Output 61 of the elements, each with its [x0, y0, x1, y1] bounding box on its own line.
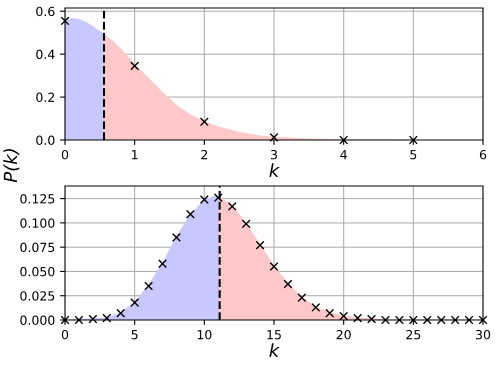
point [60, 16, 70, 26]
point [256, 240, 265, 250]
y-tick-label: 0.050 [20, 266, 54, 276]
point [102, 314, 112, 323]
x-axis-title: k [269, 163, 280, 177]
point [130, 298, 140, 308]
point [130, 61, 140, 70]
y-tick-label: 0.4 [36, 50, 55, 60]
x-axis-title: k [269, 343, 280, 357]
y-tick-label: 0.125 [20, 194, 54, 204]
x-tick-label: 5 [410, 150, 416, 160]
point [200, 195, 209, 204]
x-tick-label: 10 [198, 330, 212, 340]
point [311, 302, 320, 312]
point [74, 316, 84, 324]
point [408, 136, 418, 144]
point [380, 316, 390, 324]
x-tick-label: 30 [476, 330, 490, 340]
x-tick-label: 3 [270, 150, 277, 160]
y-tick-label: 0.0 [36, 135, 54, 145]
point [242, 219, 251, 228]
point [450, 316, 460, 324]
x-tick-label: 5 [132, 330, 138, 340]
point [186, 210, 195, 219]
point [200, 117, 209, 126]
y-tick-label: 0.100 [20, 218, 54, 228]
x-tick-label: 2 [201, 150, 208, 160]
y-tick-label: 0.025 [20, 291, 54, 301]
point [408, 316, 418, 324]
y-tick-label: 0.6 [36, 6, 54, 16]
point [436, 316, 446, 324]
point [464, 316, 474, 324]
point [270, 132, 278, 142]
point [270, 262, 278, 272]
point [172, 232, 181, 242]
point [297, 293, 306, 302]
point [283, 280, 292, 289]
x-tick-label: 6 [480, 150, 486, 160]
y-axis-title: P(k) [3, 149, 20, 182]
y-tick-label: 0.000 [20, 315, 54, 325]
point [228, 202, 237, 211]
x-tick-label: 0 [62, 330, 68, 340]
point [325, 308, 334, 318]
point [158, 259, 168, 268]
point [214, 193, 223, 202]
x-tick-label: 1 [132, 150, 138, 160]
point [422, 316, 432, 324]
y-tick-label: 0.2 [36, 92, 54, 102]
y-tick-label: 0.075 [20, 242, 54, 252]
x-tick-label: 20 [336, 330, 351, 340]
point [144, 282, 154, 291]
x-tick-label: 4 [340, 150, 347, 160]
point [353, 314, 362, 323]
point [116, 308, 126, 318]
point [367, 314, 376, 324]
x-tick-label: 15 [267, 330, 281, 340]
point [88, 314, 98, 324]
x-tick-label: 0 [62, 150, 68, 160]
x-tick-label: 25 [406, 330, 420, 340]
point [394, 316, 404, 324]
point [339, 136, 348, 144]
